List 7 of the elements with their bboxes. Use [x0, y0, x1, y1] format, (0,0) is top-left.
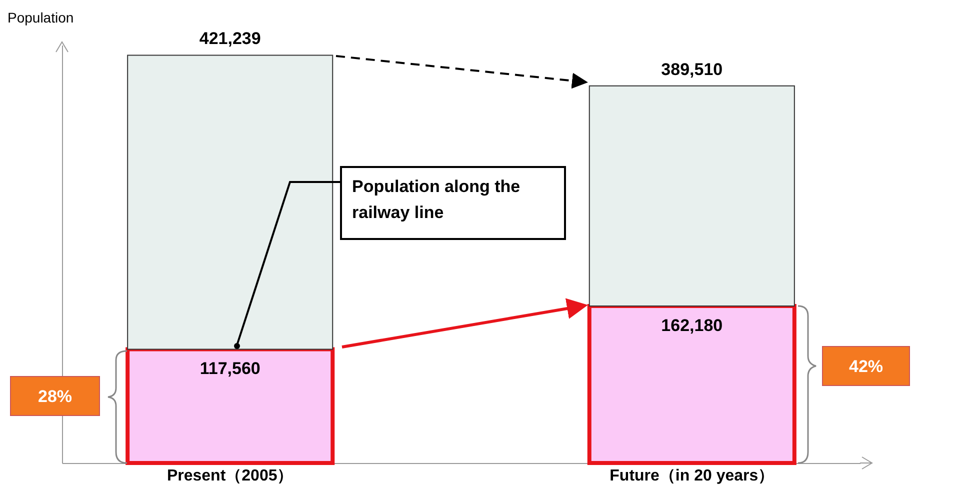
x-tick-label: Future（in 20 years）: [610, 468, 774, 484]
total-label: 389,510: [661, 60, 723, 79]
x-tick-label: Present（2005）: [166, 468, 294, 484]
total-label: 421,239: [199, 29, 261, 48]
data-label: 117,560: [200, 359, 260, 378]
data-label: 162,180: [661, 316, 723, 335]
y-axis-title: Population: [8, 10, 74, 26]
